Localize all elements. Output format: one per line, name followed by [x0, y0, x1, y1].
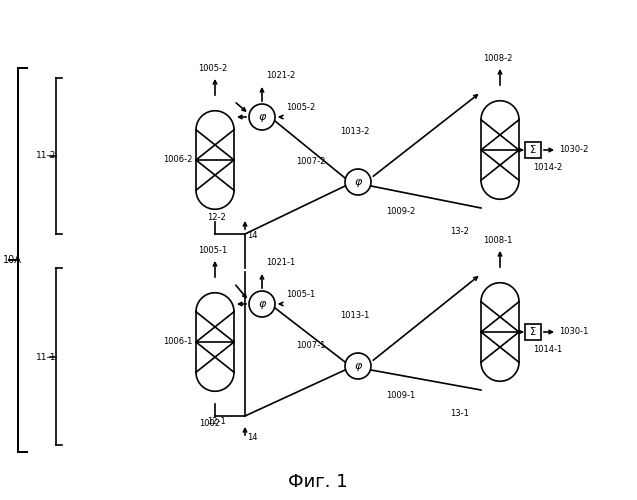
Text: 1030-1: 1030-1 — [559, 328, 589, 336]
Circle shape — [249, 291, 275, 317]
Text: 1009-2: 1009-2 — [386, 207, 415, 216]
Text: 1009-1: 1009-1 — [386, 391, 415, 400]
Text: 1006-2: 1006-2 — [163, 156, 192, 164]
Bar — [525, 142, 541, 158]
Text: φ: φ — [259, 299, 266, 309]
Text: 13-2: 13-2 — [450, 227, 469, 236]
Text: 11-1: 11-1 — [36, 352, 57, 362]
Text: 12-1: 12-1 — [207, 417, 225, 426]
Circle shape — [345, 353, 371, 379]
Text: 11-2: 11-2 — [36, 152, 57, 160]
Text: 1008-1: 1008-1 — [483, 236, 513, 245]
Bar — [525, 324, 541, 340]
Text: 1030-2: 1030-2 — [559, 146, 589, 154]
Text: 1006-1: 1006-1 — [163, 338, 192, 346]
Text: Σ: Σ — [530, 145, 536, 155]
Text: 1002: 1002 — [199, 419, 220, 428]
Text: 12-2: 12-2 — [207, 213, 225, 222]
Text: 1007-1: 1007-1 — [296, 341, 326, 350]
Text: φ: φ — [259, 112, 266, 122]
Circle shape — [249, 104, 275, 130]
Text: 1005-2: 1005-2 — [198, 64, 227, 73]
Text: 1005-2: 1005-2 — [286, 103, 315, 112]
Text: 1021-2: 1021-2 — [266, 71, 296, 80]
Circle shape — [345, 169, 371, 195]
Text: 1021-1: 1021-1 — [266, 258, 296, 267]
Text: 1014-1: 1014-1 — [533, 346, 562, 354]
Text: 14: 14 — [247, 433, 257, 442]
Text: Фиг. 1: Фиг. 1 — [288, 473, 348, 491]
Text: 13-1: 13-1 — [450, 409, 469, 418]
Text: 1013-1: 1013-1 — [340, 311, 369, 320]
Text: 1014-2: 1014-2 — [533, 164, 562, 172]
Text: 14: 14 — [247, 231, 257, 240]
Text: 1013-2: 1013-2 — [340, 127, 369, 136]
Text: φ: φ — [354, 177, 362, 187]
Text: φ: φ — [354, 361, 362, 371]
Text: 1005-1: 1005-1 — [198, 246, 227, 255]
Text: 1007-2: 1007-2 — [296, 157, 326, 166]
Text: 10A: 10A — [3, 255, 22, 265]
Text: Σ: Σ — [530, 327, 536, 337]
Text: 1005-1: 1005-1 — [286, 290, 315, 299]
Text: 1008-2: 1008-2 — [483, 54, 513, 63]
